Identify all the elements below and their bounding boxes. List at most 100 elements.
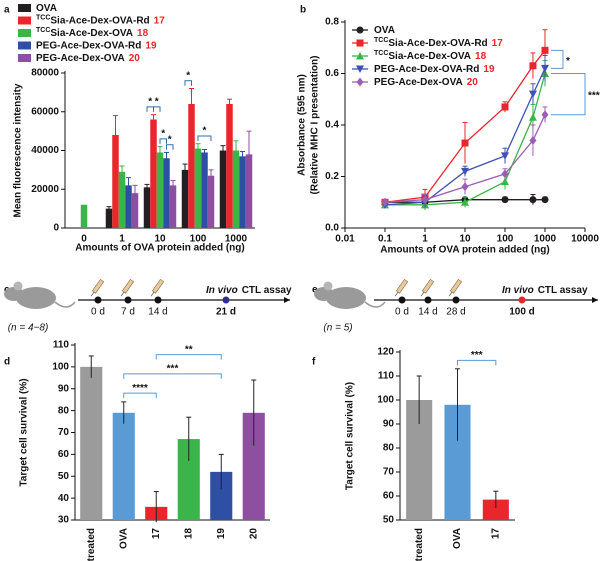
x-tick-label: 18: [183, 528, 194, 540]
bar: [105, 208, 113, 228]
x-tick-label: 1000: [225, 234, 248, 245]
marker: [541, 110, 549, 120]
bar: [125, 185, 132, 228]
panel-letter: e: [312, 285, 318, 296]
marker: [529, 196, 537, 204]
legend-prefix: TCC: [36, 27, 50, 34]
x-tick-label: 100: [190, 234, 207, 245]
marker: [461, 198, 469, 206]
bar: [156, 152, 164, 228]
legend-label: PEG-Ace-Dex-OVA 20: [36, 53, 140, 64]
x-tick-label: 1: [119, 234, 125, 245]
assay-text: CTL assay: [538, 285, 588, 296]
marker: [541, 64, 549, 73]
mouse-body: [326, 287, 366, 309]
timeline-dot: [518, 296, 526, 304]
y-tick-label: 40: [58, 493, 70, 504]
x-tick-label: OVA: [452, 528, 463, 549]
y-axis-title: Absorbance (595 nm): [297, 74, 308, 176]
marker: [356, 77, 364, 87]
legend-name: Sia-Ace-Dex-OVA-Rd: [50, 15, 149, 26]
y-tick-label: 60: [58, 449, 70, 460]
legend-name: OVA: [374, 25, 395, 36]
y-tick-label: 70: [58, 427, 70, 438]
legend-name: PEG-Ace-Dex-OVA-Rd: [36, 40, 141, 51]
y-tick-label: 120: [377, 347, 394, 358]
significance-label: *: [148, 97, 152, 108]
timeline-arrow: [592, 297, 598, 303]
significance-label: *: [168, 134, 172, 145]
day-label: 28 d: [446, 307, 465, 318]
legend-swatch: [18, 41, 31, 50]
timeline-dot: [222, 296, 230, 304]
bar: [163, 158, 170, 228]
bar: [143, 187, 151, 228]
syringe-barrel: [121, 278, 135, 294]
y-tick-label: 50: [58, 471, 70, 482]
bar: [219, 150, 227, 228]
legend-id: 18: [137, 28, 149, 39]
timeline-arrow: [284, 297, 290, 303]
legend-label: TCCSia-Ace-Dex-OVA 18: [374, 50, 487, 62]
day-label: 100 d: [509, 307, 535, 318]
y-tick-label: 90: [58, 383, 70, 394]
legend-id: 19: [483, 64, 495, 75]
bar: [150, 119, 157, 228]
day-label: 0 d: [395, 307, 409, 318]
panel-letter: b: [300, 5, 306, 16]
y-tick-label: 80000: [31, 68, 59, 79]
chart-panel: d 30 40 50 60 70 80 90 100 110 Target cell surviva…: [4, 340, 270, 561]
legend-label: PEG-Ace-Dex-OVA-Rd 19: [36, 40, 157, 51]
y-tick-label: 90: [383, 419, 395, 430]
significance-bracket: [155, 354, 222, 360]
bar: [118, 171, 126, 228]
y-axis-title: Mean fluorescence intensity: [13, 83, 24, 217]
legend-prefix: TCC: [374, 37, 388, 44]
timeline-dot: [398, 296, 406, 304]
y-tick-label: 30: [58, 515, 70, 526]
legend-label: OVA: [374, 25, 395, 36]
bar: [232, 150, 240, 228]
y-tick-label: 100: [52, 362, 69, 373]
marker: [528, 113, 537, 121]
syringe-barrel: [91, 278, 105, 294]
x-tick-label: OVA: [118, 528, 129, 549]
x-tick-label: Untreated: [86, 528, 97, 561]
day-label: 14 d: [418, 307, 437, 318]
x-tick-label: 100: [497, 234, 514, 245]
significance-bracket: [184, 80, 192, 86]
y-tick-label: 70: [383, 467, 395, 478]
y-tick-label: 0: [53, 223, 59, 234]
bar: [112, 135, 119, 228]
marker: [501, 169, 509, 179]
x-axis-title: Amounts of OVA protein added (ng): [75, 243, 244, 254]
significance-label: ***: [167, 364, 179, 375]
legend-name: PEG-Ace-Dex-OVA: [36, 53, 125, 64]
y-axis-title: Target cell survival (%): [19, 378, 30, 486]
mouse-head: [4, 287, 24, 301]
syringe-icon: [150, 278, 165, 297]
day-label: 21 d: [216, 307, 236, 318]
significance-bracket: [153, 106, 161, 112]
marker: [541, 196, 549, 204]
y-tick-label: 80: [58, 405, 70, 416]
line: [384, 68, 546, 206]
x-tick-label: 17: [151, 528, 162, 540]
bar: [181, 169, 189, 228]
x-tick-label: 10000: [571, 234, 599, 245]
y-tick-label: 0.8: [325, 17, 339, 28]
y-tick-label: 0.0: [325, 223, 339, 234]
marker: [356, 26, 364, 34]
y-tick-label: 110: [378, 371, 395, 382]
x-tick-label: 1: [422, 234, 428, 245]
significance-bracket: [123, 373, 222, 379]
significance-label: ****: [588, 91, 600, 102]
y-tick-label: 0.4: [325, 120, 339, 131]
syringe-needle: [90, 291, 95, 297]
x-tick-label: 1000: [534, 234, 557, 245]
syringe-barrel: [395, 278, 409, 294]
timeline-dot: [124, 296, 132, 304]
